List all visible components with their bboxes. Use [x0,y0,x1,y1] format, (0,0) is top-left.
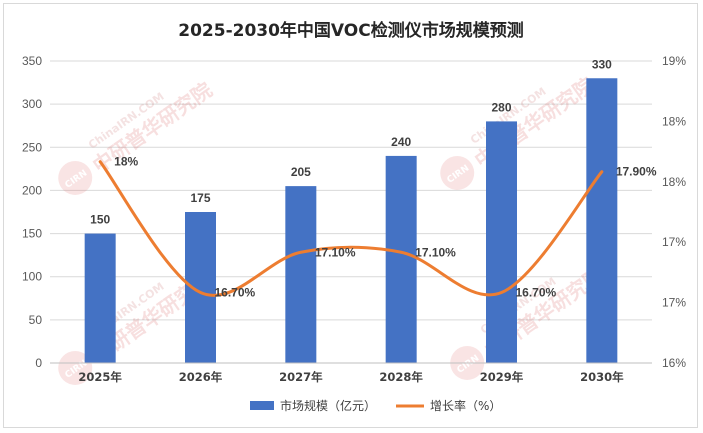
bar [285,186,317,363]
x-category-label: 2025年 [78,370,122,384]
gridlines [50,60,652,321]
growth-rate-point [501,292,502,294]
bar [385,155,417,363]
x-category-label: 2026年 [179,370,223,384]
growth-rate-point [200,292,201,294]
data-labels: 150 175 205 240 280 330 18% 16.70% 17.10% 17.10% 1… [90,57,657,299]
growth-rate-point [400,251,402,253]
growth-rate-line [98,160,604,297]
bar-value-label: 175 [190,191,210,205]
watermark-badge [58,160,93,195]
axes: 0 50 100 150 200 250 300 350 16% 17% 17% 18% 18% 19% 2… [22,54,686,384]
growth-rate-label: 18% [114,155,138,169]
y-left-tick-label: 250 [22,140,42,154]
growth-rate-point [99,161,101,163]
y-right-tick-label: 18% [662,175,686,189]
bar-series [84,78,618,364]
bar-value-label: 240 [391,135,411,149]
growth-rate-label: 16.70% [215,286,256,300]
chart-frame [3,3,698,428]
growth-rate-point [601,171,603,173]
y-right-tick-label: 18% [662,114,686,128]
x-category-label: 2028年 [379,370,423,384]
watermark-badge [440,155,475,190]
y-left-tick-label: 50 [29,313,43,327]
y-left-tick-label: 150 [22,227,42,241]
bar-value-label: 280 [491,100,511,114]
x-category-label: 2029年 [480,370,524,384]
legend: 市场规模（亿元） 增长率（%） [250,398,501,413]
legend-bar-label: 市场规模（亿元） [280,398,376,413]
y-left-tick-label: 0 [35,356,42,370]
y-right-tick-label: 16% [662,356,686,370]
y-left-tick-label: 350 [22,54,42,68]
chart-title: 2025-2030年中国VOC检测仪市场规模预测 [178,20,523,41]
x-category-label: 2030年 [580,370,624,384]
y-right-tick-label: 17% [662,235,686,249]
growth-rate-label: 17.90% [616,165,657,179]
growth-rate-series [98,160,604,297]
x-category-label: 2027年 [279,370,323,384]
growth-rate-label: 17.10% [415,245,456,259]
bar [185,212,216,363]
y-right-tick-label: 17% [662,296,686,310]
bar-value-label: 330 [592,57,612,71]
legend-line-label: 增长率（%） [430,398,501,413]
y-left-tick-label: 100 [22,270,42,284]
growth-rate-label: 16.70% [516,286,557,300]
legend-bar-swatch [250,401,274,410]
growth-rate-point [300,251,302,253]
watermark-badge [58,350,93,385]
y-left-tick-label: 200 [22,183,42,197]
bar [84,233,116,363]
y-right-tick-label: 19% [662,54,686,68]
bar [486,121,517,364]
bar [586,78,618,363]
y-left-tick-label: 300 [22,97,42,111]
bar-value-label: 205 [291,165,311,179]
growth-rate-label: 17.10% [315,245,356,259]
bar-value-label: 150 [90,213,110,227]
